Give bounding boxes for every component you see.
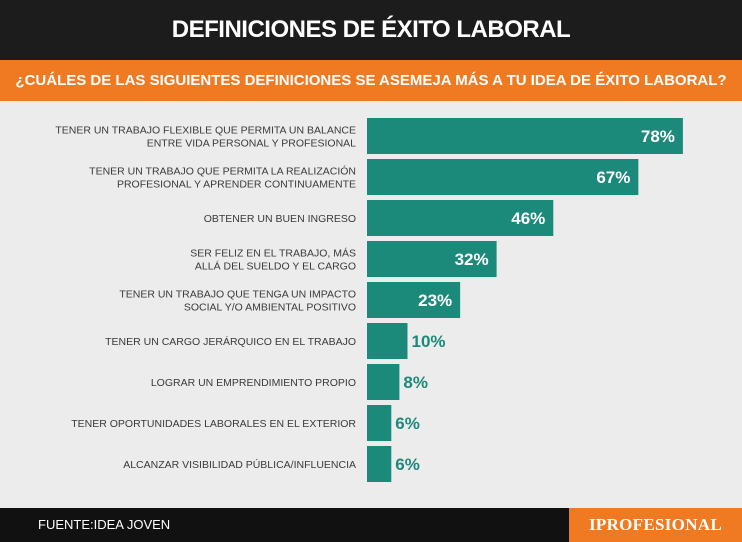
- value-label: 23%: [418, 291, 452, 310]
- category-label: PROFESIONAL Y APRENDER CONTINUAMENTE: [117, 179, 356, 191]
- value-label: 46%: [511, 209, 545, 228]
- bar: [367, 364, 400, 400]
- page-title: DEFINICIONES DE ÉXITO LABORAL: [171, 16, 571, 43]
- category-label: ALCANZAR VISIBILIDAD PÚBLICA/INFLUENCIA: [123, 458, 356, 471]
- bar: [367, 405, 392, 441]
- category-label: SOCIAL Y/O AMBIENTAL POSITIVO: [184, 302, 356, 314]
- category-label: TENER OPORTUNIDADES LABORALES EN EL EXTE…: [71, 418, 356, 430]
- value-label: 78%: [641, 127, 675, 146]
- header-bar: DEFINICIONES DE ÉXITO LABORAL: [0, 0, 742, 60]
- bar-chart: 78% TENER UN TRABAJO FLEXIBLE QUE PERMITA…: [55, 118, 683, 482]
- value-label: 67%: [596, 168, 630, 187]
- question-bar: ¿CUÁLES DE LAS SIGUIENTES DEFINICIONES S…: [0, 60, 742, 101]
- bar: [367, 118, 683, 154]
- question-text: ¿CUÁLES DE LAS SIGUIENTES DEFINICIONES S…: [15, 72, 727, 89]
- bar: [367, 159, 639, 195]
- value-label: 8%: [403, 373, 428, 392]
- category-label: SER FELIZ EN EL TRABAJO, MÁS: [190, 247, 356, 260]
- category-label: ENTRE VIDA PERSONAL Y PROFESIONAL: [147, 138, 356, 150]
- bar: [367, 241, 497, 277]
- category-label: TENER UN CARGO JERÁRQUICO EN EL TRABAJO: [105, 335, 356, 348]
- footer-bar: FUENTE:IDEA JOVEN IPROFESIONAL: [0, 508, 742, 542]
- value-label: 6%: [395, 455, 420, 474]
- chart-area: 78% TENER UN TRABAJO FLEXIBLE QUE PERMITA…: [0, 101, 742, 508]
- category-label: LOGRAR UN EMPRENDIMIENTO PROPIO: [151, 377, 356, 389]
- value-label: 32%: [455, 250, 489, 269]
- brand-text: IPROFESIONAL: [588, 515, 722, 534]
- category-label: ALLÁ DEL SUELDO Y EL CARGO: [195, 260, 356, 273]
- category-label: TENER UN TRABAJO QUE PERMITA LA REALIZAC…: [89, 165, 356, 178]
- bar: [367, 446, 392, 482]
- value-label: 6%: [395, 414, 420, 433]
- source-note: FUENTE:IDEA JOVEN: [38, 517, 171, 532]
- category-label: TENER UN TRABAJO QUE TENGA UN IMPACTO: [119, 289, 356, 301]
- category-label: TENER UN TRABAJO FLEXIBLE QUE PERMITA UN…: [55, 125, 356, 137]
- bar: [367, 323, 408, 359]
- brand-logo: IPROFESIONAL: [569, 508, 742, 542]
- bar: [367, 282, 461, 318]
- value-label: 10%: [412, 332, 446, 351]
- category-label: OBTENER UN BUEN INGRESO: [204, 213, 356, 225]
- bar: [367, 200, 554, 236]
